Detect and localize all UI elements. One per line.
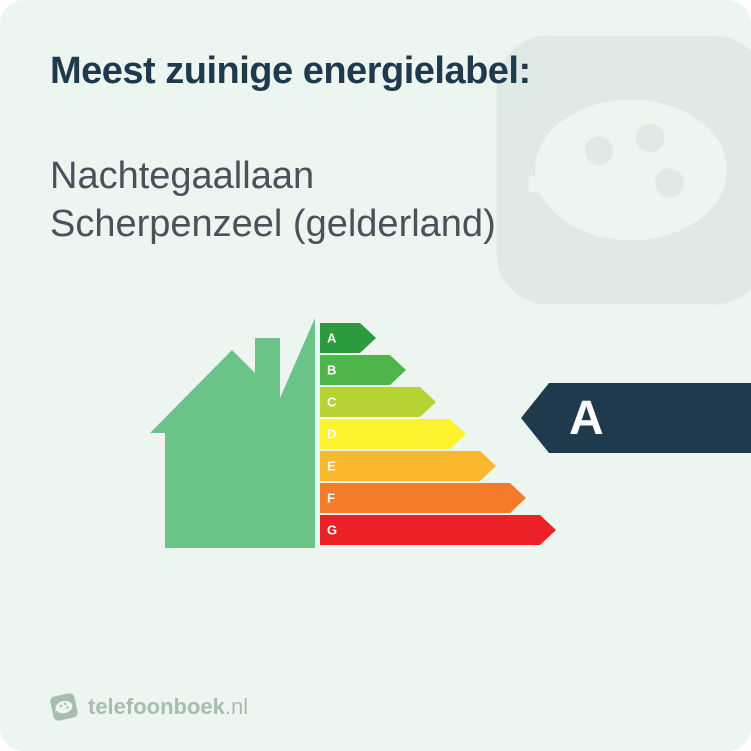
selected-label-badge: A [521, 383, 751, 453]
subtitle-line-1: Nachtegaallaan [50, 153, 701, 201]
footer-brand-light: .nl [225, 694, 248, 719]
bar-body [320, 483, 510, 513]
bar-arrow-icon [420, 387, 436, 417]
footer-brand: telefoonboek.nl [88, 694, 248, 720]
bar-body [320, 515, 540, 545]
bar-label: C [327, 395, 336, 410]
bar-label: A [327, 331, 336, 346]
house-icon [150, 318, 315, 548]
selected-label-text: A [569, 391, 604, 446]
bar-body [320, 323, 360, 353]
selected-badge-body: A [549, 383, 751, 453]
bar-arrow-icon [360, 323, 376, 353]
bar-body [320, 451, 480, 481]
subtitle-line-2: Scherpenzeel (gelderland) [50, 201, 701, 249]
bar-body [320, 419, 450, 449]
bar-arrow-icon [540, 515, 556, 545]
bar-arrow-icon [510, 483, 526, 513]
footer-brand-bold: telefoonboek [88, 694, 225, 719]
bar-arrow-icon [390, 355, 406, 385]
footer: telefoonboek.nl [50, 693, 248, 721]
bar-label: F [327, 491, 335, 506]
card-title: Meest zuinige energielabel: [50, 50, 701, 93]
bar-arrow-icon [480, 451, 496, 481]
bar-label: G [327, 523, 337, 538]
bar-arrow-icon [450, 419, 466, 449]
selected-badge-arrow [521, 383, 549, 453]
energy-label-card: Meest zuinige energielabel: Nachtegaalla… [0, 0, 751, 751]
bar-label: D [327, 427, 336, 442]
bar-label: E [327, 459, 336, 474]
bar-label: B [327, 363, 336, 378]
footer-logo-icon [47, 690, 80, 723]
card-subtitle: Nachtegaallaan Scherpenzeel (gelderland) [50, 153, 701, 248]
